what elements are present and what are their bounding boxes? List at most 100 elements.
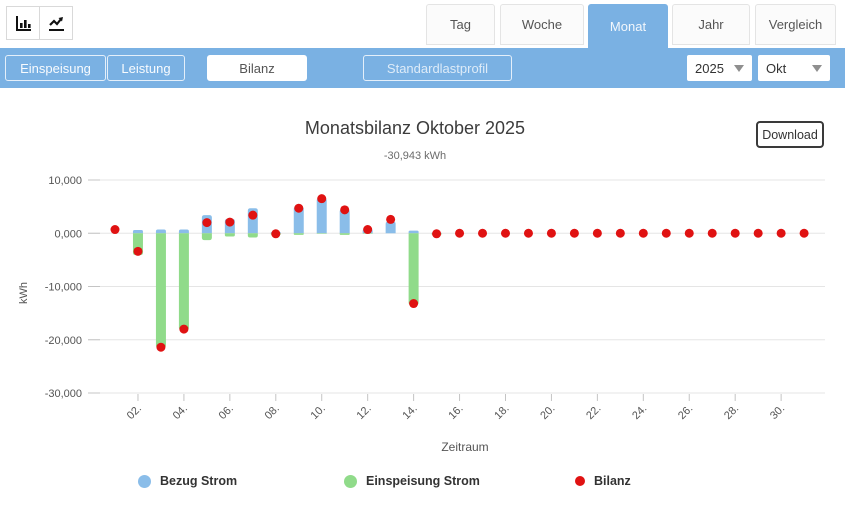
einspeisung-bar[interactable] bbox=[178, 233, 189, 331]
x-tick-label: 30. bbox=[768, 403, 787, 422]
bilanz-dot[interactable] bbox=[432, 229, 442, 239]
month-dropdown[interactable]: Okt bbox=[758, 55, 830, 81]
year-dropdown[interactable]: 2025 bbox=[687, 55, 752, 81]
month-dropdown-value: Okt bbox=[766, 60, 787, 76]
y-tick-label: -20,000 bbox=[45, 335, 82, 347]
x-tick-label: 08. bbox=[263, 403, 282, 422]
legend-marker-bezug bbox=[138, 474, 151, 488]
bilanz-dot[interactable] bbox=[271, 229, 281, 239]
chevron-down-icon bbox=[734, 64, 744, 72]
tab-woche[interactable]: Woche bbox=[500, 4, 584, 45]
bezug-bar[interactable] bbox=[178, 229, 189, 234]
tab-tag[interactable]: Tag bbox=[426, 4, 495, 45]
line-chart-icon[interactable] bbox=[39, 6, 73, 40]
x-tick-label: 06. bbox=[217, 403, 236, 422]
bezug-bar[interactable] bbox=[339, 209, 350, 234]
year-dropdown-value: 2025 bbox=[695, 60, 724, 76]
bilanz-dot[interactable] bbox=[592, 228, 602, 238]
download-button[interactable]: Download bbox=[756, 121, 824, 148]
x-tick-label: 18. bbox=[492, 403, 511, 422]
bilanz-dot[interactable] bbox=[317, 194, 327, 204]
legend-item-einspeisung-strom[interactable]: Einspeisung Strom bbox=[344, 473, 480, 489]
bilanz-dot[interactable] bbox=[615, 228, 625, 238]
bilanz-dot[interactable] bbox=[638, 228, 648, 238]
einspeisung-bar[interactable] bbox=[224, 233, 235, 237]
bezug-bar[interactable] bbox=[385, 221, 396, 234]
bilanz-dot[interactable] bbox=[776, 228, 786, 238]
einspeisung-bar[interactable] bbox=[293, 233, 304, 235]
mode-button-bilanz[interactable]: Bilanz bbox=[207, 55, 307, 81]
x-tick-label: 12. bbox=[354, 403, 373, 422]
bilanz-dot[interactable] bbox=[363, 225, 373, 235]
balance-chart-svg: 10,000 0,000 -10,000 -20,000 -30,000 02. 04. 06… bbox=[45, 175, 825, 422]
bilanz-dot[interactable] bbox=[248, 210, 258, 220]
x-tick-label: 14. bbox=[400, 403, 419, 422]
bezug-bar[interactable] bbox=[316, 198, 327, 234]
mode-button-leistung[interactable]: Leistung bbox=[107, 55, 185, 81]
x-tick-label: 28. bbox=[722, 403, 741, 422]
bilanz-dot[interactable] bbox=[409, 299, 419, 309]
bilanz-dot[interactable] bbox=[340, 205, 350, 215]
bilanz-dot[interactable] bbox=[110, 225, 120, 235]
bezug-bar[interactable] bbox=[293, 206, 304, 234]
bilanz-dot[interactable] bbox=[799, 228, 809, 238]
sub-toolbar: Einspeisung Leistung Bilanz Standardlast… bbox=[0, 48, 845, 88]
x-tick-label: 10. bbox=[309, 403, 328, 422]
y-tick-label: -30,000 bbox=[45, 388, 82, 400]
bilanz-dot[interactable] bbox=[569, 228, 579, 238]
x-tick-label: 16. bbox=[446, 403, 465, 422]
bilanz-dot[interactable] bbox=[753, 228, 763, 238]
einspeisung-bar[interactable] bbox=[316, 233, 327, 234]
bilanz-dot[interactable] bbox=[294, 203, 304, 213]
tab-jahr[interactable]: Jahr bbox=[672, 4, 750, 45]
x-tick-label: 04. bbox=[171, 403, 190, 422]
bar-chart-icon[interactable] bbox=[6, 6, 40, 40]
einspeisung-bar[interactable] bbox=[201, 233, 212, 241]
chart-total-value: -30,943 kWh bbox=[383, 150, 447, 162]
x-axis-label: Zeitraum bbox=[441, 440, 489, 454]
bilanz-dot[interactable] bbox=[225, 217, 235, 227]
bilanz-dot[interactable] bbox=[455, 228, 465, 238]
tab-vergleich[interactable]: Vergleich bbox=[755, 4, 836, 45]
standardlastprofil-button[interactable]: Standardlastprofil bbox=[363, 55, 512, 81]
bilanz-dot[interactable] bbox=[684, 228, 694, 238]
legend-marker-einspeisung bbox=[344, 474, 357, 488]
legend-label: Einspeisung Strom bbox=[366, 474, 480, 488]
legend-item-bezug-strom[interactable]: Bezug Strom bbox=[138, 473, 237, 489]
bilanz-dot[interactable] bbox=[386, 214, 396, 224]
bilanz-dot[interactable] bbox=[202, 218, 212, 228]
bilanz-dot[interactable] bbox=[500, 228, 510, 238]
x-tick-label: 26. bbox=[676, 403, 695, 422]
legend-label: Bezug Strom bbox=[160, 474, 238, 488]
einspeisung-bar[interactable] bbox=[247, 233, 258, 238]
legend-label: Bilanz bbox=[594, 474, 631, 488]
bilanz-dot[interactable] bbox=[523, 228, 533, 238]
bezug-bar[interactable] bbox=[132, 230, 143, 234]
tab-monat[interactable]: Monat bbox=[588, 4, 668, 48]
bilanz-dot[interactable] bbox=[133, 246, 143, 256]
y-tick-label: 10,000 bbox=[48, 175, 82, 187]
bezug-bar[interactable] bbox=[155, 229, 166, 234]
legend-item-bilanz[interactable]: Bilanz bbox=[575, 473, 631, 489]
x-tick-label: 22. bbox=[584, 403, 603, 422]
y-tick-label: 0,000 bbox=[54, 228, 82, 240]
y-axis-label: kWh bbox=[18, 282, 30, 304]
bilanz-dot[interactable] bbox=[546, 228, 556, 238]
bilanz-dot[interactable] bbox=[179, 324, 189, 334]
einspeisung-bar[interactable] bbox=[155, 233, 166, 348]
mode-button-einspeisung[interactable]: Einspeisung bbox=[5, 55, 106, 81]
chart-title: Monatsbilanz Oktober 2025 bbox=[304, 118, 526, 138]
bilanz-dot[interactable] bbox=[156, 342, 166, 352]
bezug-bar[interactable] bbox=[408, 230, 419, 234]
bilanz-dot[interactable] bbox=[661, 228, 671, 238]
bilanz-dot[interactable] bbox=[730, 228, 740, 238]
x-tick-label: 20. bbox=[538, 403, 557, 422]
y-tick-label: -10,000 bbox=[45, 282, 82, 294]
legend-marker-bilanz bbox=[575, 476, 585, 486]
einspeisung-bar[interactable] bbox=[339, 233, 350, 235]
bilanz-dot[interactable] bbox=[707, 228, 717, 238]
chevron-down-icon bbox=[812, 64, 822, 72]
einspeisung-bar[interactable] bbox=[408, 233, 419, 306]
bilanz-dot[interactable] bbox=[478, 228, 488, 238]
